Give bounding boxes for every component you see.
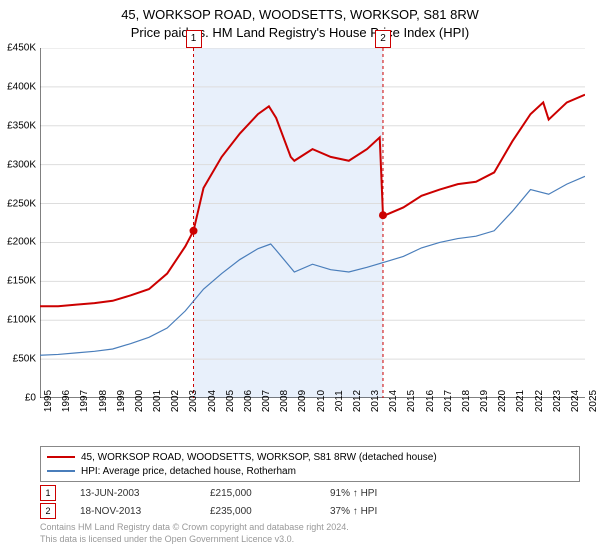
- footer-line-1: Contains HM Land Registry data © Crown c…: [40, 522, 580, 534]
- chart-container: 45, WORKSOP ROAD, WOODSETTS, WORKSOP, S8…: [0, 0, 600, 560]
- transaction-date: 18-NOV-2013: [80, 506, 210, 517]
- transaction-hpi-delta: 37% ↑ HPI: [330, 506, 440, 517]
- x-tick-label: 1995: [43, 390, 54, 412]
- y-tick-label: £200K: [7, 237, 36, 248]
- x-tick-label: 2013: [370, 390, 381, 412]
- x-tick-label: 2020: [497, 390, 508, 412]
- chart-marker-1: 1: [186, 30, 202, 48]
- y-tick-label: £50K: [13, 354, 36, 365]
- plot-svg: [40, 48, 585, 398]
- title-line-1: 45, WORKSOP ROAD, WOODSETTS, WORKSOP, S8…: [0, 6, 600, 24]
- transaction-price: £235,000: [210, 506, 330, 517]
- transaction-row: 1 13-JUN-2003£215,00091% ↑ HPI: [40, 484, 580, 502]
- y-tick-label: £350K: [7, 120, 36, 131]
- x-tick-label: 2018: [461, 390, 472, 412]
- legend: 45, WORKSOP ROAD, WOODSETTS, WORKSOP, S8…: [40, 446, 580, 482]
- legend-item: 45, WORKSOP ROAD, WOODSETTS, WORKSOP, S8…: [47, 450, 573, 464]
- x-tick-label: 2006: [243, 390, 254, 412]
- legend-label: 45, WORKSOP ROAD, WOODSETTS, WORKSOP, S8…: [81, 452, 437, 463]
- x-tick-label: 2024: [570, 390, 581, 412]
- chart-area: £0£50K£100K£150K£200K£250K£300K£350K£400…: [40, 48, 585, 398]
- x-tick-label: 2007: [261, 390, 272, 412]
- transaction-table: 1 13-JUN-2003£215,00091% ↑ HPI 2 18-NOV-201…: [40, 484, 580, 545]
- transaction-marker: 2: [40, 503, 56, 519]
- x-tick-label: 2014: [388, 390, 399, 412]
- x-tick-label: 1996: [61, 390, 72, 412]
- chart-marker-2: 2: [375, 30, 391, 48]
- x-tick-label: 2022: [534, 390, 545, 412]
- chart-title: 45, WORKSOP ROAD, WOODSETTS, WORKSOP, S8…: [0, 0, 600, 42]
- x-tick-label: 2000: [134, 390, 145, 412]
- y-tick-label: £100K: [7, 315, 36, 326]
- x-tick-label: 2016: [425, 390, 436, 412]
- x-tick-label: 2023: [552, 390, 563, 412]
- transaction-row: 2 18-NOV-2013£235,00037% ↑ HPI: [40, 502, 580, 520]
- x-tick-label: 2011: [334, 390, 345, 412]
- y-tick-label: £150K: [7, 276, 36, 287]
- footer-attribution: Contains HM Land Registry data © Crown c…: [40, 520, 580, 545]
- x-tick-label: 2003: [188, 390, 199, 412]
- x-tick-label: 2021: [515, 390, 526, 412]
- transaction-price: £215,000: [210, 488, 330, 499]
- transaction-hpi-delta: 91% ↑ HPI: [330, 488, 440, 499]
- y-tick-label: £450K: [7, 43, 36, 54]
- x-tick-label: 1997: [79, 390, 90, 412]
- title-line-2: Price paid vs. HM Land Registry's House …: [0, 24, 600, 42]
- x-tick-label: 2008: [279, 390, 290, 412]
- y-tick-label: £300K: [7, 159, 36, 170]
- y-tick-label: £250K: [7, 198, 36, 209]
- x-tick-label: 2015: [406, 390, 417, 412]
- transaction-marker: 1: [40, 485, 56, 501]
- x-tick-label: 2001: [152, 390, 163, 412]
- x-tick-label: 2017: [443, 390, 454, 412]
- legend-swatch: [47, 456, 75, 458]
- x-tick-label: 2012: [352, 390, 363, 412]
- legend-swatch: [47, 470, 75, 472]
- legend-label: HPI: Average price, detached house, Roth…: [81, 466, 296, 477]
- x-tick-label: 2025: [588, 390, 599, 412]
- footer-line-2: This data is licensed under the Open Gov…: [40, 534, 580, 546]
- legend-item: HPI: Average price, detached house, Roth…: [47, 464, 573, 478]
- x-tick-label: 2010: [316, 390, 327, 412]
- x-tick-label: 2009: [297, 390, 308, 412]
- y-tick-label: £0: [25, 393, 36, 404]
- x-tick-label: 1998: [98, 390, 109, 412]
- x-tick-label: 1999: [116, 390, 127, 412]
- x-tick-label: 2019: [479, 390, 490, 412]
- x-tick-label: 2002: [170, 390, 181, 412]
- x-tick-label: 2004: [207, 390, 218, 412]
- x-tick-label: 2005: [225, 390, 236, 412]
- y-tick-label: £400K: [7, 81, 36, 92]
- transaction-date: 13-JUN-2003: [80, 488, 210, 499]
